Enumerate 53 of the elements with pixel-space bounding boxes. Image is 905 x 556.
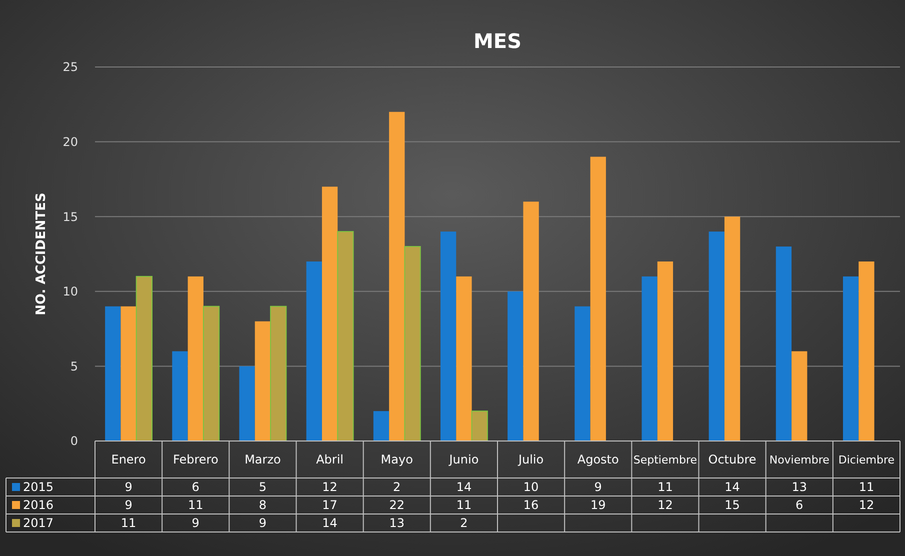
data-label: 8 bbox=[258, 498, 267, 512]
data-label: 9 bbox=[124, 480, 132, 494]
legend-label: 2017 bbox=[23, 516, 54, 530]
data-label: 2 bbox=[393, 480, 401, 494]
x-tick-label: Enero bbox=[111, 452, 146, 467]
data-label: 9 bbox=[124, 498, 132, 512]
y-tick-label: 15 bbox=[62, 210, 78, 224]
x-tick-label: Junio bbox=[448, 452, 479, 467]
x-tick-label: Febrero bbox=[172, 452, 218, 467]
data-label: 19 bbox=[590, 498, 606, 512]
data-label: 12 bbox=[658, 498, 673, 512]
data-label: 22 bbox=[389, 498, 405, 512]
x-tick-label: Agosto bbox=[577, 452, 619, 467]
data-label: 9 bbox=[594, 480, 602, 494]
data-label: 12 bbox=[322, 480, 338, 494]
data-label: 13 bbox=[792, 480, 808, 494]
data-label: 16 bbox=[523, 498, 539, 512]
data-label: 15 bbox=[724, 498, 740, 512]
data-label: 11 bbox=[188, 498, 204, 512]
y-tick-label: 5 bbox=[70, 359, 78, 374]
data-label: 11 bbox=[658, 480, 673, 494]
y-axis-title: NO. ACCIDENTES bbox=[34, 192, 49, 316]
data-label: 11 bbox=[858, 480, 874, 494]
data-label: 6 bbox=[796, 498, 804, 512]
x-tick-label: Noviembre bbox=[769, 453, 830, 466]
data-label: 17 bbox=[322, 498, 338, 512]
data-label: 14 bbox=[322, 516, 338, 530]
chart-title: MES bbox=[474, 29, 522, 53]
x-tick-label: Octubre bbox=[708, 452, 756, 467]
x-tick-label: Diciembre bbox=[838, 453, 895, 466]
y-tick-label: 10 bbox=[62, 284, 78, 299]
data-label: 6 bbox=[192, 480, 200, 494]
legend-label: 2016 bbox=[23, 498, 54, 512]
x-tick-label: Marzo bbox=[244, 452, 281, 467]
data-label: 13 bbox=[389, 516, 405, 530]
data-label: 11 bbox=[456, 498, 472, 512]
x-tick-label: Mayo bbox=[380, 452, 413, 467]
x-tick-label: Julio bbox=[517, 452, 544, 467]
data-label: 10 bbox=[523, 480, 539, 494]
data-label: 14 bbox=[456, 480, 472, 494]
data-label: 11 bbox=[120, 516, 136, 530]
x-tick-label: Abril bbox=[316, 452, 344, 467]
data-label: 9 bbox=[258, 516, 267, 530]
y-tick-label: 20 bbox=[62, 135, 78, 149]
x-tick-label: Septiembre bbox=[633, 453, 698, 466]
data-label: 12 bbox=[858, 498, 874, 512]
legend-label: 2015 bbox=[23, 480, 54, 494]
y-tick-label: 25 bbox=[62, 60, 78, 74]
data-label: 14 bbox=[724, 480, 740, 494]
data-label: 5 bbox=[258, 480, 267, 494]
y-tick-label: 0 bbox=[70, 434, 78, 448]
data-label: 9 bbox=[192, 516, 200, 530]
data-label: 2 bbox=[460, 516, 468, 530]
